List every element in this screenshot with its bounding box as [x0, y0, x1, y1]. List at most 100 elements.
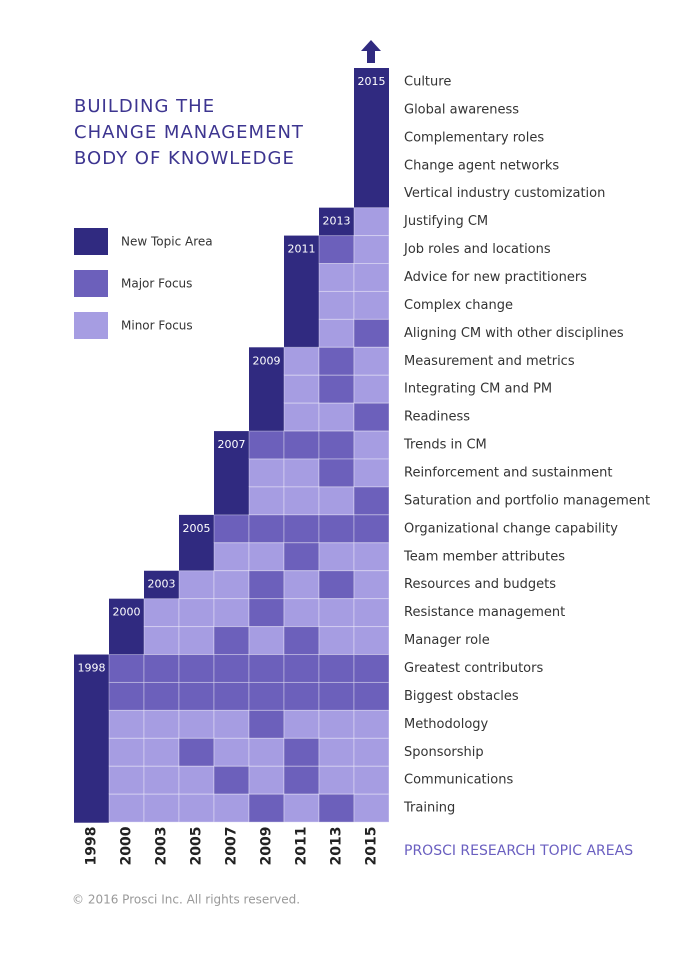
focus-cell: [284, 263, 319, 293]
legend-label: Major Focus: [121, 277, 192, 291]
focus-cell: [143, 793, 180, 823]
focus-cell: [353, 654, 390, 683]
year-axis-label: 2015: [364, 827, 380, 866]
focus-cell: [179, 514, 214, 544]
topic-label: Justifying CM: [403, 214, 488, 229]
focus-cell: [353, 263, 390, 292]
focus-cell: [248, 793, 285, 823]
year-axis-label: 2007: [224, 827, 240, 866]
focus-cell: [213, 514, 250, 544]
title-line: BODY OF KNOWLEDGE: [74, 148, 295, 169]
focus-cell: [353, 402, 390, 432]
focus-cell: [74, 766, 109, 795]
legend-swatch: [74, 228, 108, 255]
focus-cell: [283, 346, 320, 376]
year-marker: 2007: [218, 438, 246, 451]
focus-cell: [318, 709, 355, 739]
legend-label: New Topic Area: [121, 235, 213, 249]
focus-cell: [249, 347, 284, 376]
focus-cell: [213, 765, 250, 795]
focus-cell: [318, 737, 355, 767]
focus-cell: [143, 709, 180, 739]
focus-cell: [353, 207, 390, 237]
topic-label: Complex change: [404, 298, 513, 313]
focus-cell: [318, 402, 355, 432]
year-axis-label: 2009: [259, 827, 275, 866]
topic-label: Change agent networks: [404, 158, 559, 173]
year-marker: 1998: [78, 662, 106, 675]
focus-cell: [283, 765, 320, 795]
focus-cell: [248, 626, 285, 656]
topic-label: Sponsorship: [404, 745, 484, 760]
focus-cell: [353, 514, 390, 544]
focus-cell: [248, 709, 285, 739]
topic-label: Integrating CM and PM: [404, 382, 552, 397]
focus-cell: [318, 654, 355, 683]
focus-cell: [214, 459, 249, 488]
year-marker: 2013: [323, 215, 351, 228]
focus-cell: [318, 626, 355, 656]
focus-cell: [318, 346, 355, 376]
focus-cell: [249, 375, 284, 404]
focus-cell: [283, 654, 320, 683]
year-axis-label: 1998: [84, 827, 100, 866]
focus-cell: [353, 290, 390, 320]
focus-cell: [214, 486, 249, 516]
focus-cell: [353, 570, 390, 600]
focus-cell: [143, 681, 180, 711]
year-axis-label: 2013: [329, 827, 345, 866]
focus-cell: [353, 458, 390, 488]
focus-cell: [318, 598, 355, 628]
focus-cell: [283, 542, 320, 572]
year-axis-label: 2011: [294, 827, 310, 866]
focus-cell: [143, 765, 180, 795]
focus-cell: [353, 765, 390, 795]
focus-cell: [213, 626, 250, 656]
year-axis-label: 2005: [189, 827, 205, 866]
focus-cell: [318, 542, 355, 572]
focus-cell: [213, 570, 250, 600]
title-line: BUILDING THE: [74, 96, 215, 117]
topic-label: Biggest obstacles: [404, 689, 519, 704]
focus-cell: [108, 709, 145, 739]
copyright: © 2016 Prosci Inc. All rights reserved.: [72, 893, 300, 907]
focus-cell: [353, 793, 390, 823]
focus-cell: [283, 402, 320, 432]
focus-cell: [284, 291, 319, 320]
focus-cell: [143, 737, 180, 767]
focus-cell: [178, 570, 215, 600]
focus-cell: [74, 794, 109, 823]
focus-cell: [178, 765, 215, 795]
focus-cell: [353, 318, 390, 348]
focus-cell: [318, 793, 355, 823]
year-marker: 2003: [148, 578, 176, 591]
focus-cell: [283, 598, 320, 628]
focus-cell: [318, 765, 355, 795]
topic-label: Culture: [404, 74, 451, 89]
focus-cell: [354, 151, 389, 181]
focus-cell: [248, 486, 285, 516]
year-marker: 2009: [253, 354, 281, 367]
focus-cell: [248, 737, 285, 767]
focus-cell: [248, 542, 285, 572]
focus-cell: [213, 542, 250, 572]
year-axis-label: 2003: [154, 827, 170, 866]
focus-cell: [284, 319, 319, 348]
focus-cell: [283, 458, 320, 488]
focus-cell: [283, 626, 320, 656]
focus-cell: [283, 486, 320, 516]
focus-cell: [318, 458, 355, 488]
focus-cell: [178, 793, 215, 823]
focus-cell: [74, 682, 109, 711]
focus-cell: [354, 179, 389, 209]
topic-label: Job roles and locations: [403, 242, 551, 257]
focus-cell: [318, 430, 355, 460]
focus-cell: [284, 235, 319, 265]
footer-title: PROSCI RESEARCH TOPIC AREAS: [404, 843, 633, 859]
focus-cell: [143, 598, 180, 628]
focus-cell: [109, 626, 144, 656]
focus-cell: [213, 598, 250, 628]
focus-cell: [248, 514, 285, 544]
year-marker: 2011: [288, 243, 316, 256]
